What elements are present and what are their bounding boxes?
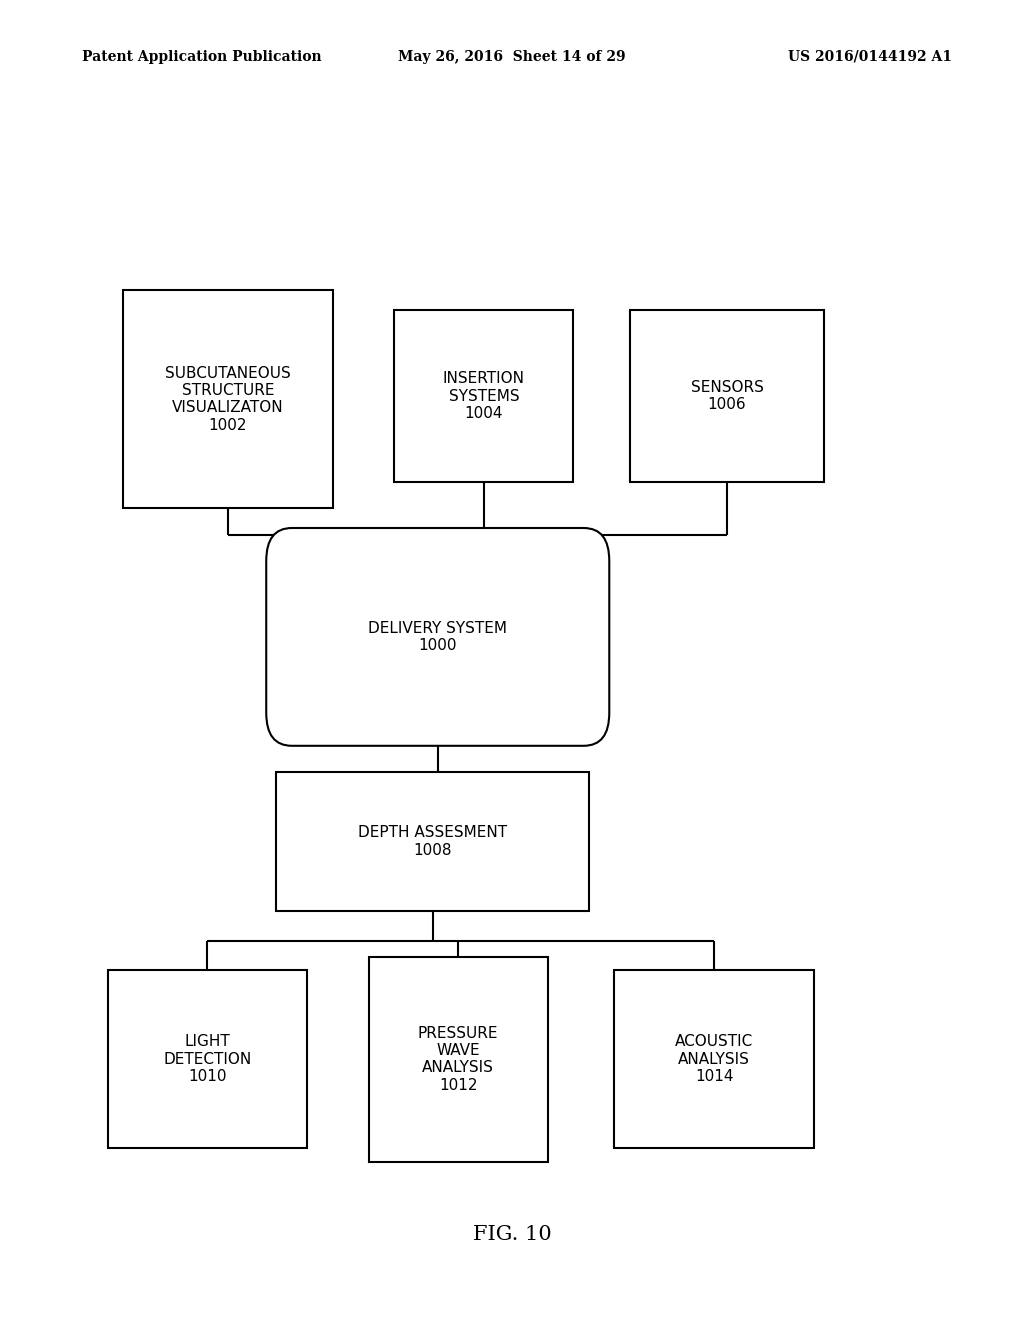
Bar (394, 310, 573, 482)
Bar (123, 290, 333, 508)
Bar (630, 310, 824, 482)
Text: Patent Application Publication: Patent Application Publication (82, 50, 322, 63)
Text: May 26, 2016  Sheet 14 of 29: May 26, 2016 Sheet 14 of 29 (398, 50, 626, 63)
Bar (614, 970, 814, 1148)
Text: FIG. 10: FIG. 10 (473, 1225, 551, 1243)
Text: INSERTION
SYSTEMS
1004: INSERTION SYSTEMS 1004 (442, 371, 525, 421)
Text: US 2016/0144192 A1: US 2016/0144192 A1 (788, 50, 952, 63)
Text: DELIVERY SYSTEM
1000: DELIVERY SYSTEM 1000 (369, 620, 507, 653)
Text: SENSORS
1006: SENSORS 1006 (690, 380, 764, 412)
FancyBboxPatch shape (266, 528, 609, 746)
Text: ACOUSTIC
ANALYSIS
1014: ACOUSTIC ANALYSIS 1014 (675, 1035, 754, 1084)
Text: PRESSURE
WAVE
ANALYSIS
1012: PRESSURE WAVE ANALYSIS 1012 (418, 1026, 499, 1093)
Bar (108, 970, 307, 1148)
Text: SUBCUTANEOUS
STRUCTURE
VISUALIZATON
1002: SUBCUTANEOUS STRUCTURE VISUALIZATON 1002 (165, 366, 291, 433)
Bar (276, 772, 589, 911)
Text: DEPTH ASSESMENT
1008: DEPTH ASSESMENT 1008 (358, 825, 507, 858)
Bar (369, 957, 548, 1162)
Text: LIGHT
DETECTION
1010: LIGHT DETECTION 1010 (163, 1035, 252, 1084)
